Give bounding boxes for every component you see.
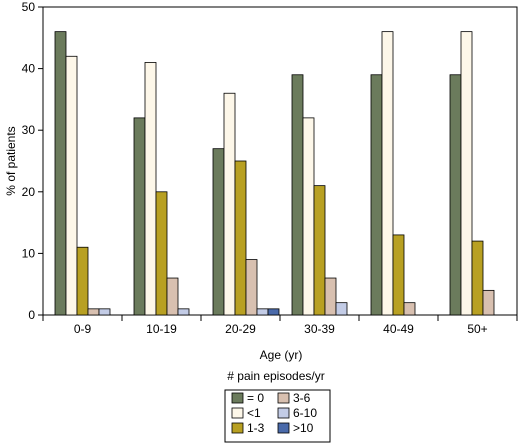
bar xyxy=(256,308,269,316)
bar xyxy=(381,31,394,316)
x-axis: 0-9 10-19 20-29 30-39 40-49 50+ xyxy=(42,315,518,336)
y-tick-label: 30 xyxy=(22,123,36,137)
legend-label: 6-10 xyxy=(293,406,317,420)
legend-swatch xyxy=(277,392,290,404)
legend-label: >10 xyxy=(293,421,314,435)
bar xyxy=(234,160,247,316)
bar xyxy=(291,74,304,316)
bar xyxy=(335,302,348,316)
x-tick-label: 0-9 xyxy=(74,322,92,336)
legend-label: 3-6 xyxy=(293,391,311,405)
bar xyxy=(245,259,258,316)
bar xyxy=(392,234,405,316)
x-axis-title: Age (yr) xyxy=(260,348,303,362)
bar xyxy=(166,277,179,316)
legend-label: <1 xyxy=(247,406,261,420)
bar xyxy=(460,31,473,316)
bar xyxy=(267,308,280,316)
legend-swatch xyxy=(231,392,244,404)
x-tick-label: 30-39 xyxy=(304,322,335,336)
legend-swatch xyxy=(231,422,244,434)
x-tick-label: 40-49 xyxy=(383,322,414,336)
x-tick-label: 10-19 xyxy=(146,322,177,336)
legend-swatch xyxy=(277,422,290,434)
y-tick-label: 10 xyxy=(22,246,36,260)
bar xyxy=(324,277,337,316)
bar xyxy=(144,62,157,316)
bar xyxy=(54,31,67,316)
legend-swatch xyxy=(277,407,290,419)
bar xyxy=(223,92,236,316)
legend-swatch xyxy=(231,407,244,419)
y-tick-label: 40 xyxy=(22,62,36,76)
bar xyxy=(177,308,190,316)
bar xyxy=(76,246,89,316)
bar xyxy=(65,55,78,316)
plot-frame xyxy=(42,6,518,316)
bar xyxy=(482,289,495,316)
legend-label: = 0 xyxy=(247,391,264,405)
bar xyxy=(98,308,111,316)
plot-area xyxy=(42,6,518,316)
y-axis: 0 10 20 30 40 50 xyxy=(22,0,43,322)
x-tick-label: 50+ xyxy=(467,322,487,336)
bar xyxy=(155,191,168,316)
y-tick-label: 20 xyxy=(22,185,36,199)
bar xyxy=(313,185,326,316)
bar xyxy=(302,117,315,316)
bar xyxy=(403,302,416,316)
bar xyxy=(471,240,484,316)
bar xyxy=(212,148,225,316)
legend-label: 1-3 xyxy=(247,421,265,435)
bar xyxy=(87,308,100,316)
bar xyxy=(370,74,383,316)
y-tick-label: 50 xyxy=(22,0,36,14)
bar xyxy=(449,74,462,316)
x-tick-label: 20-29 xyxy=(225,322,256,336)
bar xyxy=(133,117,146,316)
legend: = 0<11-3 3-66-10>10 xyxy=(224,389,331,443)
y-tick-label: 0 xyxy=(28,308,35,322)
y-axis-title: % of patients xyxy=(4,126,18,195)
legend-title: # pain episodes/yr xyxy=(227,369,324,383)
